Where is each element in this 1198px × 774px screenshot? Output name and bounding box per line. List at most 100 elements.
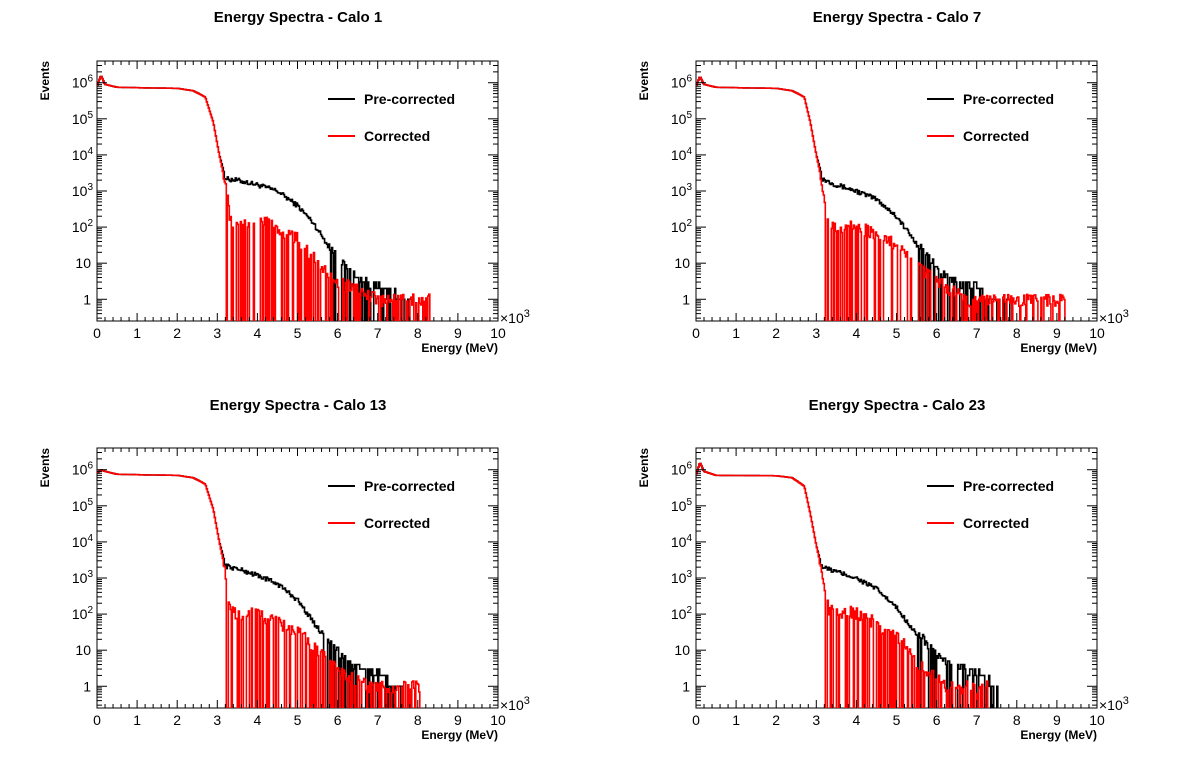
x-tick-label: 8: [1013, 712, 1021, 728]
y-tick-exp: 3: [87, 569, 93, 580]
x-tick-label: 1: [732, 325, 740, 341]
y-tick-label: 106: [72, 461, 94, 478]
y-tick-label: 1: [83, 291, 91, 307]
y-tick-label: 105: [72, 110, 94, 127]
x-tick-label: 7: [374, 325, 382, 341]
x-tick-label: 3: [213, 325, 221, 341]
y-tick-exp: 3: [686, 182, 692, 193]
y-tick-label: 102: [671, 605, 693, 622]
series-line-corrected: [97, 75, 431, 321]
x-tick-label: 5: [294, 325, 302, 341]
x-tick-label: 1: [133, 712, 141, 728]
x-multiplier-exp: 3: [1123, 695, 1129, 707]
y-tick-exp: 3: [686, 569, 692, 580]
x-axis-title: Energy (MeV): [421, 341, 498, 355]
x-tick-label: 6: [334, 325, 342, 341]
y-tick-exp: 2: [686, 218, 692, 229]
x-multiplier-label: ×103: [500, 308, 530, 326]
y-tick-exp: 2: [686, 605, 692, 616]
x-tick-label: 1: [133, 325, 141, 341]
y-tick-label: 10: [674, 642, 690, 658]
x-tick-label: 10: [1089, 325, 1105, 341]
y-tick-exp: 5: [87, 110, 93, 121]
x-tick-label: 6: [334, 712, 342, 728]
x-axis-title: Energy (MeV): [1020, 341, 1097, 355]
chart-title: Energy Spectra - Calo 7: [813, 9, 981, 26]
y-tick-label: 102: [72, 605, 94, 622]
y-axis-title: Events: [38, 61, 52, 101]
x-tick-label: 9: [1053, 325, 1061, 341]
x-multiplier-exp: 3: [1123, 308, 1129, 320]
x-tick-label: 3: [213, 712, 221, 728]
y-axis-title: Events: [38, 448, 52, 488]
x-tick-label: 1: [732, 712, 740, 728]
plot-area: [696, 76, 1066, 321]
chart-title: Energy Spectra - Calo 13: [210, 397, 387, 414]
x-tick-label: 4: [853, 712, 861, 728]
x-tick-label: 2: [173, 325, 181, 341]
y-tick-label: 104: [671, 146, 693, 163]
y-tick-exp: 6: [686, 461, 692, 472]
x-tick-label: 7: [973, 712, 981, 728]
plot-area: [696, 462, 999, 708]
legend-label-corrected: Corrected: [364, 515, 430, 531]
y-tick-label: 1: [83, 678, 91, 694]
y-tick-label: 103: [671, 182, 693, 199]
y-tick-label: 106: [671, 74, 693, 91]
series-line-corrected: [97, 469, 421, 708]
y-tick-label: 1: [682, 678, 690, 694]
legend-label-pre-corrected: Pre-corrected: [364, 91, 455, 107]
x-tick-label: 3: [812, 712, 820, 728]
y-tick-label: 105: [671, 110, 693, 127]
y-tick-exp: 4: [87, 146, 93, 157]
x-tick-label: 8: [414, 325, 422, 341]
chart-panel-1: Energy Spectra - Calo 10 1 2 3 4 5 6 7 8 9 10×103E…: [38, 9, 530, 355]
x-tick-label: 0: [93, 325, 101, 341]
x-tick-label: 10: [490, 325, 506, 341]
chart-title: Energy Spectra - Calo 1: [214, 9, 382, 26]
x-multiplier-label: ×103: [500, 695, 530, 713]
legend-label-corrected: Corrected: [963, 515, 1029, 531]
x-tick-label: 5: [893, 325, 901, 341]
y-tick-label: 10: [75, 642, 91, 658]
series-line-pre-corrected: [696, 76, 1011, 321]
chart-panel-4: Energy Spectra - Calo 230 1 2 3 4 5 6 7 8 9 10×103…: [637, 397, 1129, 742]
y-tick-label: 10: [674, 255, 690, 271]
y-tick-label: 106: [72, 74, 94, 91]
y-tick-label: 104: [72, 533, 94, 550]
x-tick-label: 9: [454, 712, 462, 728]
y-tick-label: 103: [72, 569, 94, 586]
y-tick-exp: 6: [686, 74, 692, 85]
y-tick-exp: 5: [686, 110, 692, 121]
x-multiplier-label: ×103: [1099, 308, 1129, 326]
y-tick-exp: 3: [87, 182, 93, 193]
y-tick-label: 106: [671, 461, 693, 478]
y-tick-exp: 5: [87, 497, 93, 508]
y-tick-exp: 4: [686, 146, 692, 157]
x-tick-label: 6: [933, 712, 941, 728]
x-tick-label: 10: [490, 712, 506, 728]
y-tick-label: 103: [72, 182, 94, 199]
y-tick-exp: 4: [686, 533, 692, 544]
x-tick-label: 3: [812, 325, 820, 341]
y-axis-title: Events: [637, 448, 651, 488]
y-tick-exp: 2: [87, 218, 93, 229]
x-multiplier-exp: 3: [524, 695, 530, 707]
x-axis-title: Energy (MeV): [421, 728, 498, 742]
x-tick-label: 5: [893, 712, 901, 728]
x-multiplier-exp: 3: [524, 308, 530, 320]
plot-area: [97, 469, 421, 708]
series-line-corrected: [696, 76, 1066, 321]
x-tick-label: 7: [973, 325, 981, 341]
x-tick-label: 10: [1089, 712, 1105, 728]
x-tick-label: 9: [1053, 712, 1061, 728]
x-tick-label: 2: [772, 325, 780, 341]
y-tick-label: 1: [682, 291, 690, 307]
x-tick-label: 4: [254, 712, 262, 728]
x-tick-label: 5: [294, 712, 302, 728]
x-tick-label: 4: [254, 325, 262, 341]
x-tick-label: 8: [1013, 325, 1021, 341]
y-tick-exp: 4: [87, 533, 93, 544]
x-tick-label: 2: [173, 712, 181, 728]
